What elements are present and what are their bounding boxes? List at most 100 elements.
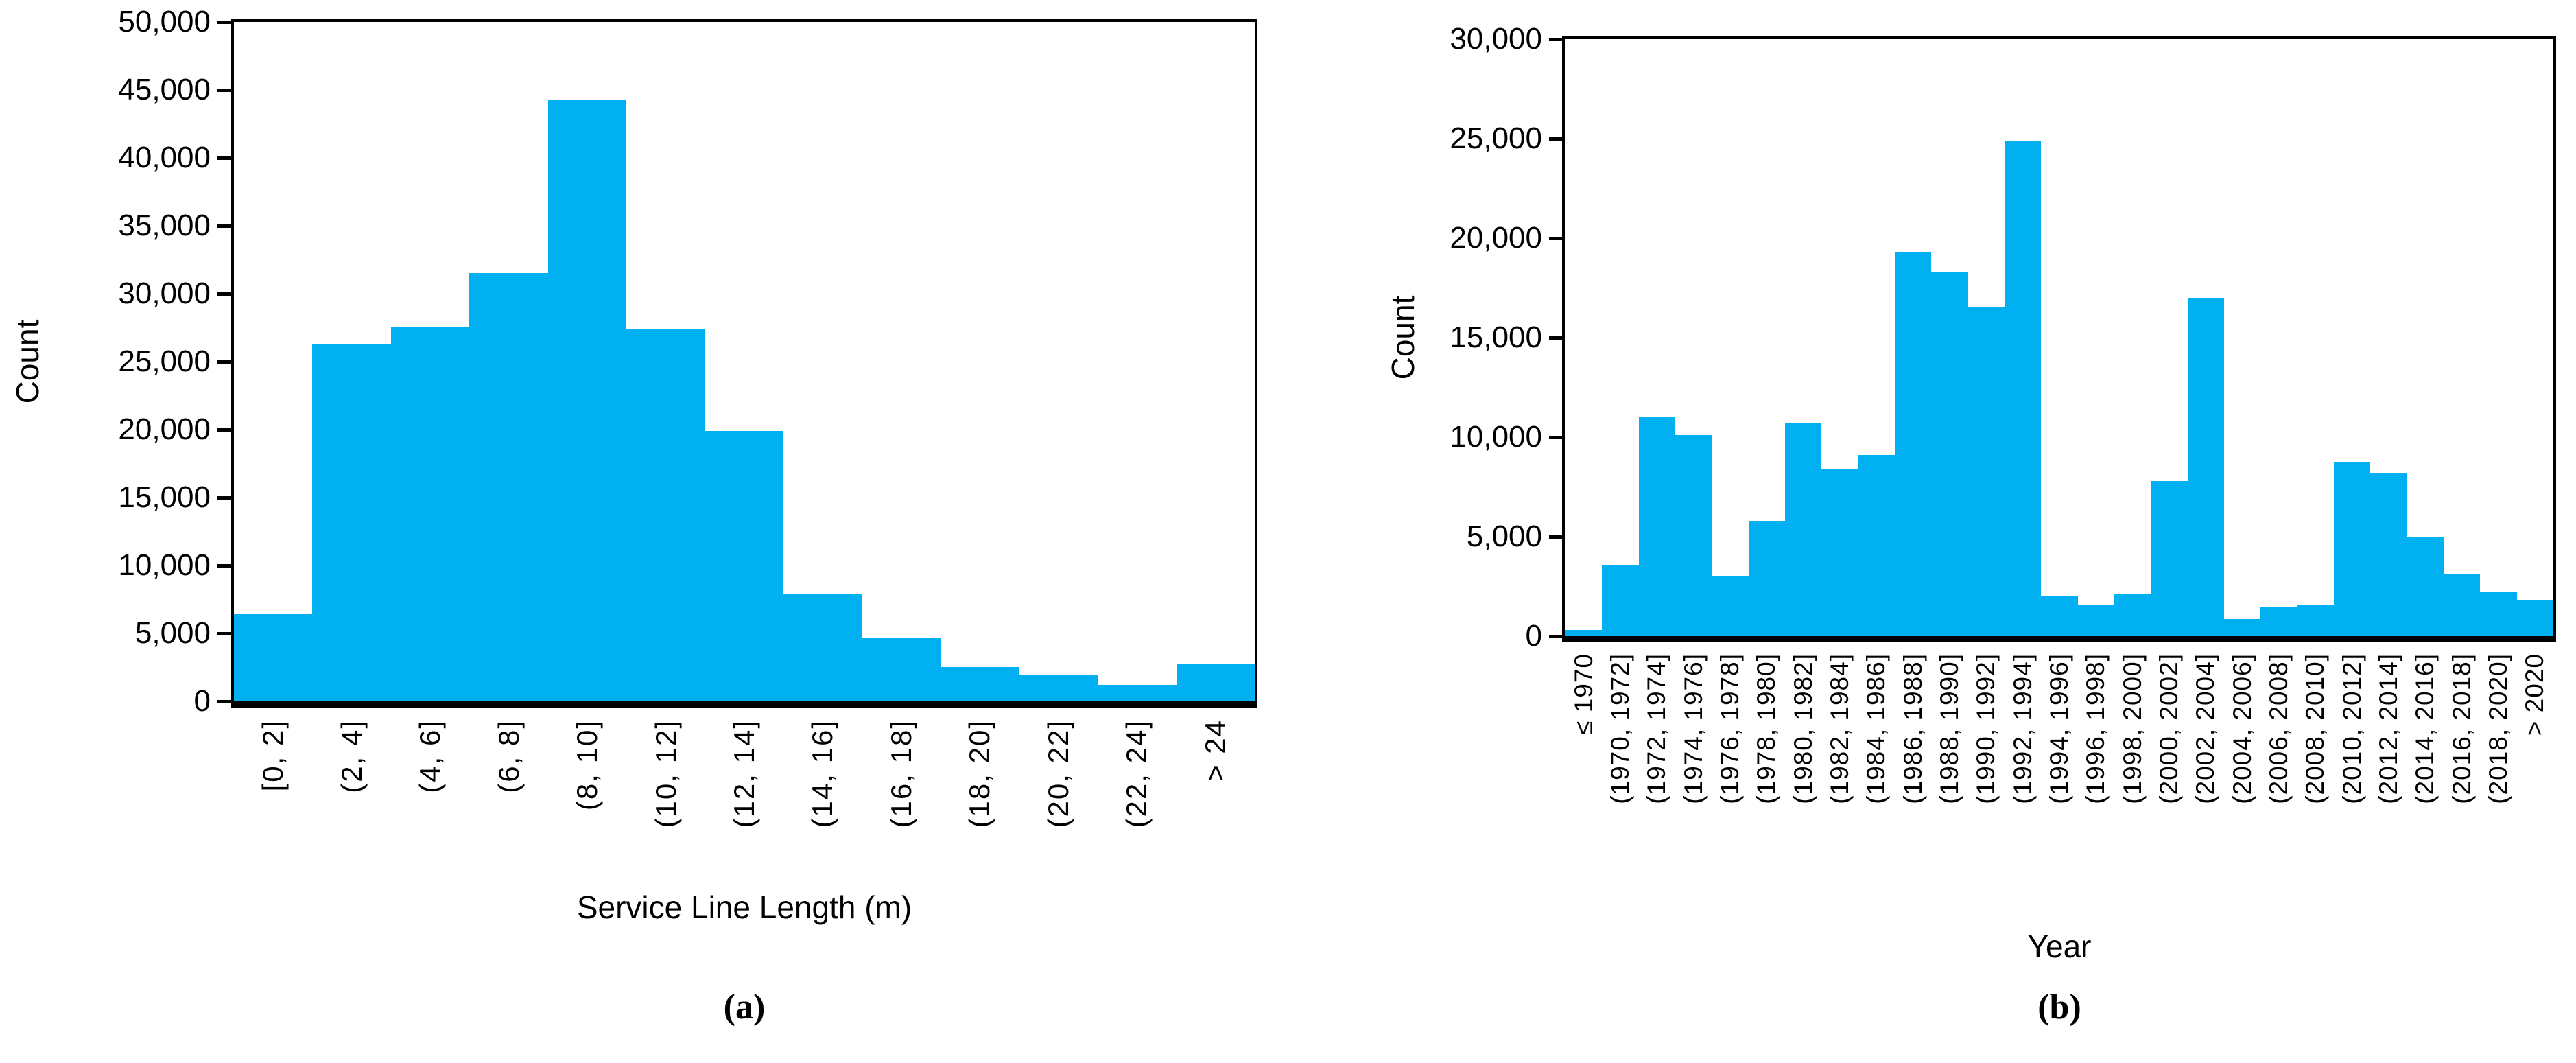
y-tick-a (217, 700, 234, 703)
bar-b-22 (2370, 473, 2407, 636)
x-tick-label-b: (2016, 2018] (2448, 653, 2476, 804)
y-tick-label-b: 20,000 (1450, 221, 1542, 255)
bar-a-9 (941, 667, 1019, 701)
bar-b-18 (2224, 619, 2260, 636)
bar-a-10 (1019, 675, 1098, 701)
y-tick-label-b: 15,000 (1450, 320, 1542, 354)
y-tick-a (217, 292, 234, 296)
x-tick-label-b: > 2020 (2520, 653, 2549, 736)
x-tick-label-a: (12, 14] (728, 719, 760, 828)
bar-b-1 (1602, 565, 1639, 636)
bar-a-0 (234, 614, 312, 701)
y-tick-label-a: 10,000 (118, 548, 211, 582)
bar-b-10 (1931, 272, 1968, 636)
x-tick-label-a: (2, 4] (335, 719, 368, 793)
plot-area (1562, 36, 2556, 642)
x-tick-label-a: (4, 6] (414, 719, 446, 793)
x-axis-title: Service Line Length (m) (576, 889, 912, 925)
x-tick-label-b: ≤ 1970 (1570, 653, 1598, 735)
bar-b-24 (2444, 574, 2480, 636)
bar-b-20 (2297, 605, 2334, 636)
bar-b-2 (1639, 417, 1675, 636)
y-tick-a (217, 632, 234, 635)
x-tick-label-b: (1978, 1980] (1752, 653, 1780, 804)
y-tick-label-a: 35,000 (118, 209, 211, 242)
bar-a-8 (862, 638, 941, 701)
bar-b-8 (1858, 455, 1895, 636)
bar-b-3 (1675, 435, 1712, 636)
y-tick-label-b: 25,000 (1450, 121, 1542, 155)
x-tick-label-b: (1972, 1974] (1642, 653, 1670, 804)
bar-b-17 (2188, 298, 2224, 636)
x-tick-label-b: (2014, 2016] (2411, 653, 2439, 804)
x-tick-label-b: (1996, 1998] (2081, 653, 2110, 804)
bar-a-1 (312, 344, 391, 701)
bar-b-0 (1565, 630, 1602, 636)
y-tick-label-a: 5,000 (134, 616, 211, 650)
x-tick-label-a: (14, 16] (806, 719, 838, 828)
x-tick-label-b: (2004, 2006] (2228, 653, 2256, 804)
subfigure-caption: (b) (2037, 988, 2081, 1027)
x-tick-label-b: (1992, 1994] (2009, 653, 2037, 804)
x-tick-label-b: (2018, 2020] (2484, 653, 2512, 804)
bar-a-7 (783, 594, 862, 701)
x-tick-label-b: (1986, 1988] (1899, 653, 1927, 804)
bar-b-12 (2005, 141, 2041, 636)
x-tick-label-a: (6, 8] (493, 719, 525, 793)
y-tick-label-b: 30,000 (1450, 22, 1542, 56)
bar-a-11 (1098, 685, 1177, 701)
bar-a-5 (626, 329, 705, 701)
y-tick-a (217, 89, 234, 92)
x-tick-label-b: (1976, 1978] (1716, 653, 1744, 804)
y-tick-label-a: 30,000 (118, 277, 211, 310)
bar-b-23 (2407, 537, 2444, 636)
y-tick-b (1549, 436, 1565, 439)
x-tick-label-b: (2012, 2014] (2374, 653, 2402, 804)
x-tick-label-b: (2002, 2004] (2191, 653, 2219, 804)
y-tick-label-a: 45,000 (118, 73, 211, 106)
x-tick-label-b: (1984, 1986] (1862, 653, 1890, 804)
y-tick-b (1549, 137, 1565, 141)
y-tick-a (217, 496, 234, 500)
y-tick-label-a: 40,000 (118, 141, 211, 174)
bar-b-4 (1712, 576, 1749, 636)
y-tick-label-a: 50,000 (118, 5, 211, 38)
x-tick-label-a: (10, 12] (650, 719, 682, 828)
x-tick-label-a: (8, 10] (571, 719, 603, 811)
y-tick-b (1549, 635, 1565, 638)
x-tick-label-b: (1974, 1976] (1679, 653, 1708, 804)
x-tick-label-b: (1982, 1984] (1825, 653, 1854, 804)
bar-b-25 (2480, 592, 2517, 636)
x-tick-label-a: (22, 24] (1120, 719, 1153, 828)
y-axis-title: Count (10, 319, 45, 404)
y-tick-b (1549, 38, 1565, 41)
y-tick-label-a: 25,000 (118, 344, 211, 378)
y-tick-a (217, 156, 234, 160)
x-axis-title: Year (2027, 928, 2092, 964)
y-tick-b (1549, 535, 1565, 539)
y-tick-a (217, 564, 234, 568)
subfigure-caption: (a) (723, 988, 766, 1027)
y-tick-b (1549, 237, 1565, 240)
y-tick-label-a: 15,000 (118, 480, 211, 514)
bar-a-3 (469, 273, 548, 701)
bar-b-21 (2334, 462, 2370, 636)
bar-b-5 (1749, 521, 1785, 636)
y-tick-label-b: 10,000 (1450, 420, 1542, 454)
bar-a-4 (548, 100, 626, 701)
bar-b-26 (2517, 600, 2553, 636)
x-tick-label-b: (1980, 1982] (1789, 653, 1817, 804)
x-tick-label-a: [0, 2] (257, 719, 289, 792)
bar-b-7 (1821, 469, 1858, 636)
x-tick-label-b: (2010, 2012] (2338, 653, 2366, 804)
y-tick-label-a: 20,000 (118, 412, 211, 446)
bar-b-9 (1895, 252, 1931, 636)
bar-b-16 (2151, 481, 2188, 636)
x-tick-label-b: (2006, 2008] (2265, 653, 2293, 804)
y-tick-label-b: 5,000 (1466, 519, 1542, 553)
x-tick-label-a: (20, 22] (1042, 719, 1074, 828)
bar-a-6 (705, 431, 783, 701)
y-tick-label-a: 0 (193, 684, 211, 718)
y-tick-label-b: 0 (1525, 619, 1542, 653)
bar-a-12 (1177, 664, 1255, 701)
